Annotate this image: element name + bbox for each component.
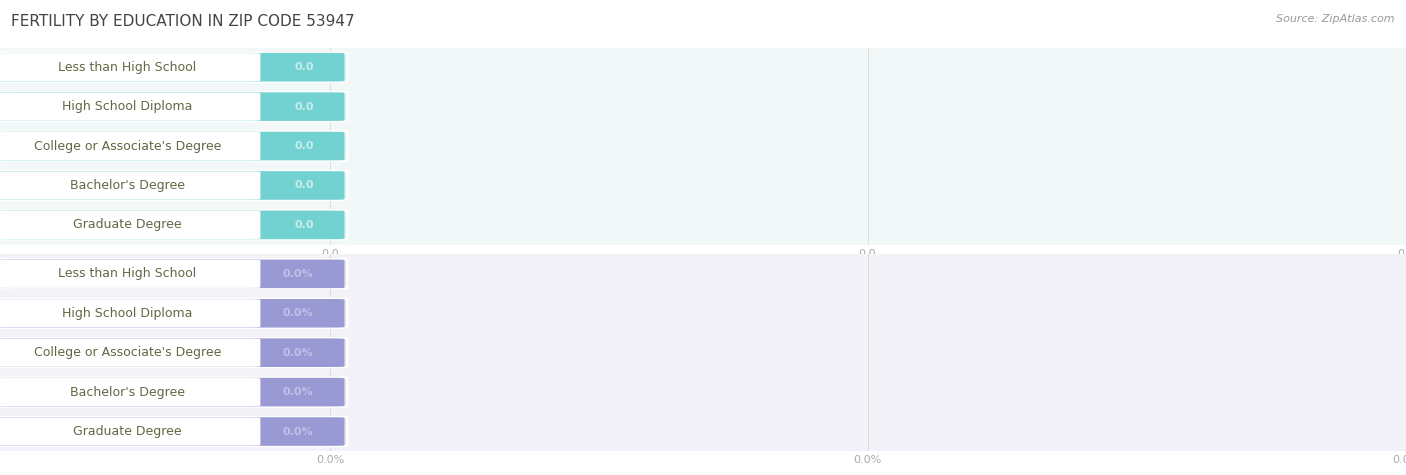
Text: 0.0: 0.0 (294, 102, 314, 112)
Text: Graduate Degree: Graduate Degree (73, 218, 181, 231)
FancyBboxPatch shape (0, 211, 260, 239)
FancyBboxPatch shape (0, 259, 344, 288)
Bar (0, 48, 1406, 87)
FancyBboxPatch shape (0, 132, 344, 161)
Text: College or Associate's Degree: College or Associate's Degree (34, 346, 221, 359)
FancyBboxPatch shape (0, 93, 260, 121)
FancyBboxPatch shape (0, 132, 260, 160)
FancyBboxPatch shape (0, 171, 260, 200)
FancyBboxPatch shape (0, 210, 347, 239)
Text: Less than High School: Less than High School (58, 61, 197, 74)
Text: 0.0%: 0.0% (283, 308, 314, 318)
Text: 0.0%: 0.0% (283, 348, 314, 358)
Text: Bachelor's Degree: Bachelor's Degree (70, 386, 184, 399)
Bar (0, 254, 1406, 294)
FancyBboxPatch shape (0, 299, 260, 327)
Text: 0.0%: 0.0% (283, 427, 314, 437)
Text: Graduate Degree: Graduate Degree (73, 425, 181, 438)
FancyBboxPatch shape (0, 53, 260, 81)
Text: 0.0%: 0.0% (283, 387, 314, 397)
Bar (0, 205, 1406, 245)
Bar (0, 412, 1406, 451)
FancyBboxPatch shape (0, 418, 260, 446)
Bar (0, 294, 1406, 333)
Bar (0, 126, 1406, 166)
FancyBboxPatch shape (0, 171, 347, 200)
Text: Source: ZipAtlas.com: Source: ZipAtlas.com (1277, 14, 1395, 24)
Bar (0, 333, 1406, 372)
Bar (0, 166, 1406, 205)
Text: 0.0%: 0.0% (283, 269, 314, 279)
Text: Less than High School: Less than High School (58, 267, 197, 280)
FancyBboxPatch shape (0, 417, 347, 446)
Text: FERTILITY BY EDUCATION IN ZIP CODE 53947: FERTILITY BY EDUCATION IN ZIP CODE 53947 (11, 14, 354, 29)
FancyBboxPatch shape (0, 299, 347, 328)
FancyBboxPatch shape (0, 260, 260, 288)
FancyBboxPatch shape (0, 338, 344, 367)
FancyBboxPatch shape (0, 171, 344, 200)
FancyBboxPatch shape (0, 378, 347, 407)
FancyBboxPatch shape (0, 339, 260, 367)
FancyBboxPatch shape (0, 92, 344, 121)
Text: 0.0: 0.0 (294, 141, 314, 151)
FancyBboxPatch shape (0, 53, 344, 82)
Text: Bachelor's Degree: Bachelor's Degree (70, 179, 184, 192)
FancyBboxPatch shape (0, 417, 344, 446)
FancyBboxPatch shape (0, 338, 347, 367)
FancyBboxPatch shape (0, 259, 347, 288)
Text: 0.0: 0.0 (294, 62, 314, 72)
Bar (0, 372, 1406, 412)
Text: High School Diploma: High School Diploma (62, 100, 193, 113)
FancyBboxPatch shape (0, 53, 347, 82)
FancyBboxPatch shape (0, 378, 344, 407)
FancyBboxPatch shape (0, 132, 347, 161)
FancyBboxPatch shape (0, 210, 344, 239)
FancyBboxPatch shape (0, 299, 344, 328)
Text: College or Associate's Degree: College or Associate's Degree (34, 140, 221, 152)
Text: 0.0: 0.0 (294, 220, 314, 230)
Text: 0.0: 0.0 (294, 180, 314, 190)
FancyBboxPatch shape (0, 92, 347, 121)
Bar (0, 87, 1406, 126)
FancyBboxPatch shape (0, 378, 260, 406)
Text: High School Diploma: High School Diploma (62, 307, 193, 320)
